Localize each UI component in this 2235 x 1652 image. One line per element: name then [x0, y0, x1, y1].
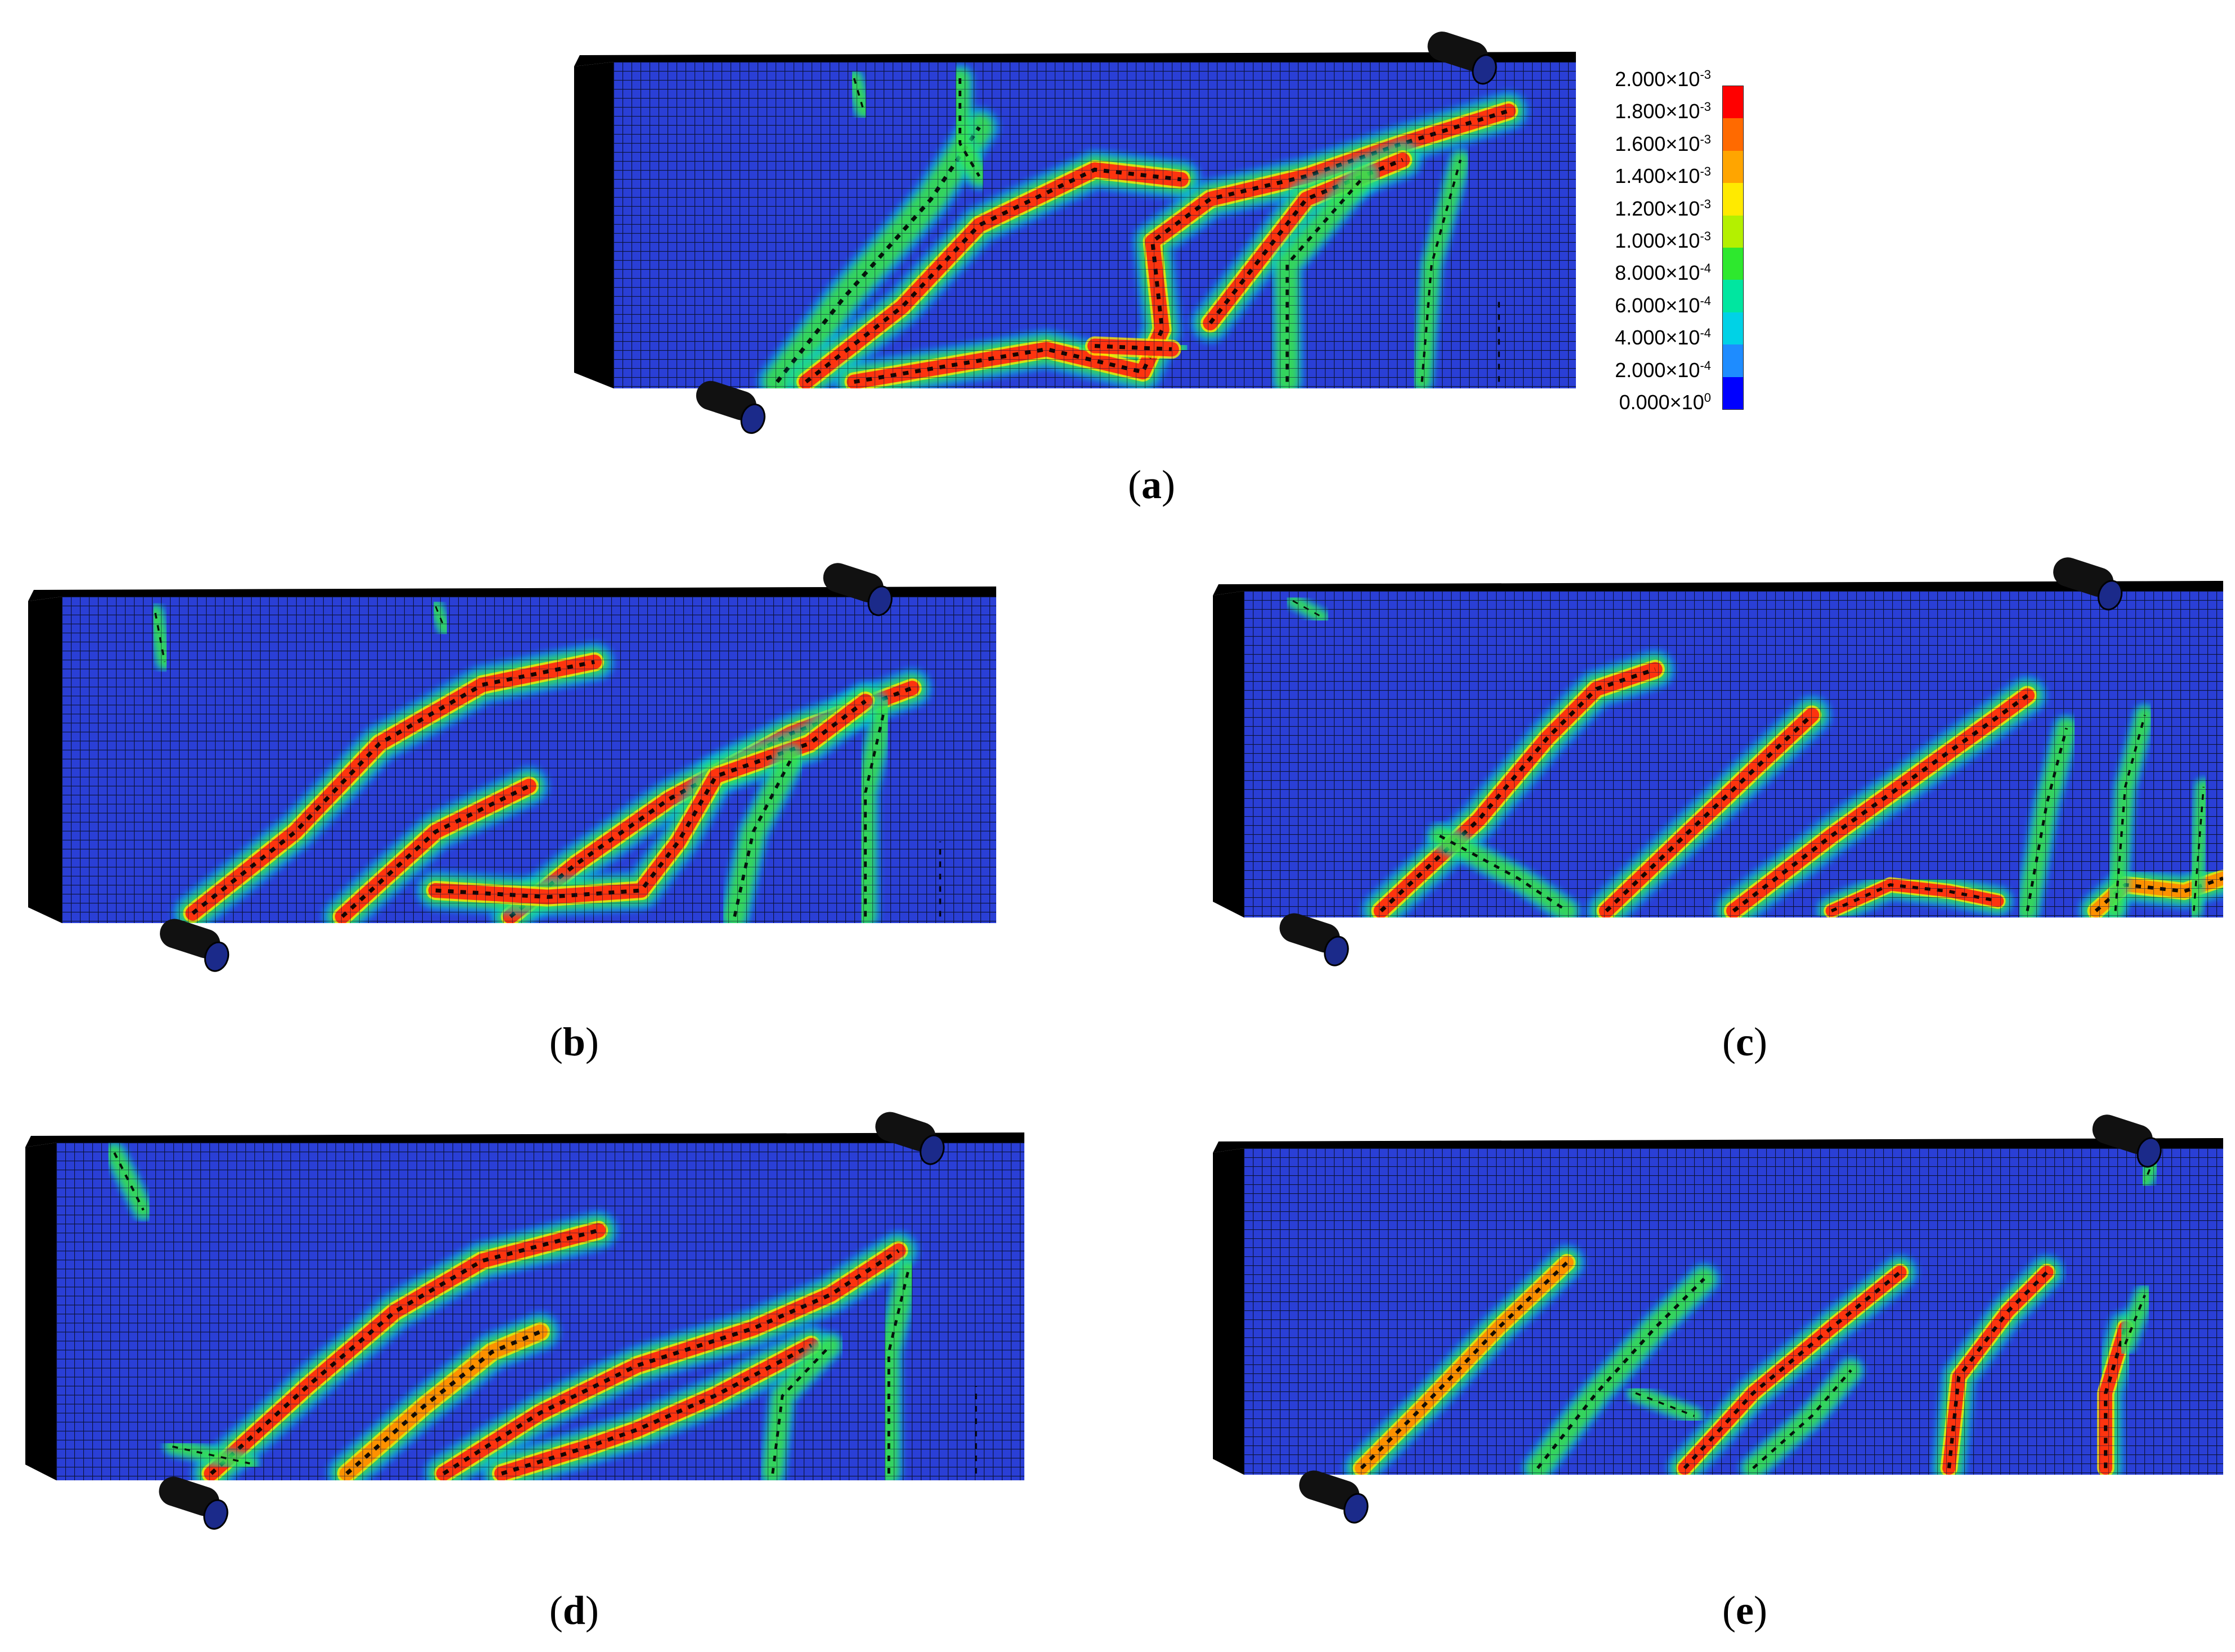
legend-swatch	[1723, 150, 1743, 183]
beam-b	[28, 563, 996, 972]
legend-label: 1.200×10-3	[1615, 196, 1711, 220]
caption-c: (c)	[1722, 1019, 1767, 1064]
beam-side-face	[574, 62, 613, 388]
legend-swatch	[1723, 377, 1743, 409]
legend-label: 6.000×10-4	[1615, 293, 1711, 317]
support-roller	[696, 380, 765, 434]
legend-swatch	[1723, 183, 1743, 216]
beam-side-face	[25, 1143, 56, 1480]
legend-label: 4.000×10-4	[1615, 326, 1711, 350]
panel-c	[1210, 552, 2223, 979]
beam-side-face	[28, 597, 62, 923]
legend-label: 0.000×100	[1619, 391, 1711, 414]
support-roller	[160, 919, 230, 972]
beam-a	[574, 32, 1576, 434]
beam-d	[25, 1112, 1024, 1530]
legend-label: 1.400×10-3	[1615, 164, 1711, 188]
colorbar	[1722, 86, 1744, 410]
support-roller	[159, 1476, 229, 1530]
load-roller	[2053, 557, 2123, 611]
legend-swatch	[1723, 118, 1743, 151]
legend-label: 1.000×10-3	[1615, 229, 1711, 252]
legend-swatch	[1723, 312, 1743, 345]
caption-b: (b)	[549, 1019, 599, 1064]
beam-c	[1213, 557, 2223, 966]
caption-a: (a)	[1128, 462, 1175, 507]
legend-swatch	[1723, 86, 1743, 119]
legend-swatch	[1723, 215, 1743, 248]
legend-label: 2.000×10-3	[1615, 68, 1711, 91]
beam-side-face	[1213, 1148, 1244, 1475]
legend-label: 1.600×10-3	[1615, 132, 1711, 155]
panel-d	[17, 1103, 1030, 1531]
load-roller	[823, 563, 893, 616]
legend-label: 1.800×10-3	[1615, 100, 1711, 123]
caption-e: (e)	[1722, 1588, 1767, 1633]
beam-top-edge	[25, 1132, 1024, 1147]
beam-top-edge	[1213, 581, 2223, 596]
beam-top-edge	[574, 52, 1576, 66]
panel-a	[563, 17, 1576, 434]
legend-label: 2.000×10-4	[1615, 358, 1711, 382]
support-roller	[1279, 913, 1349, 966]
panel-b	[17, 557, 1030, 985]
beam-top-edge	[28, 587, 996, 601]
beam-top-edge	[1213, 1138, 2223, 1153]
support-roller	[1299, 1470, 1369, 1524]
legend-swatch	[1723, 247, 1743, 280]
caption-d: (d)	[549, 1588, 599, 1633]
legend-swatch	[1723, 280, 1743, 312]
beam-side-face	[1213, 591, 1244, 917]
load-roller	[2092, 1114, 2162, 1168]
legend-label: 8.000×10-4	[1615, 261, 1711, 285]
panel-e	[1210, 1103, 2223, 1531]
load-roller	[1427, 32, 1497, 85]
legend-swatch	[1723, 344, 1743, 377]
load-roller	[875, 1112, 945, 1165]
beam-e	[1213, 1114, 2223, 1524]
